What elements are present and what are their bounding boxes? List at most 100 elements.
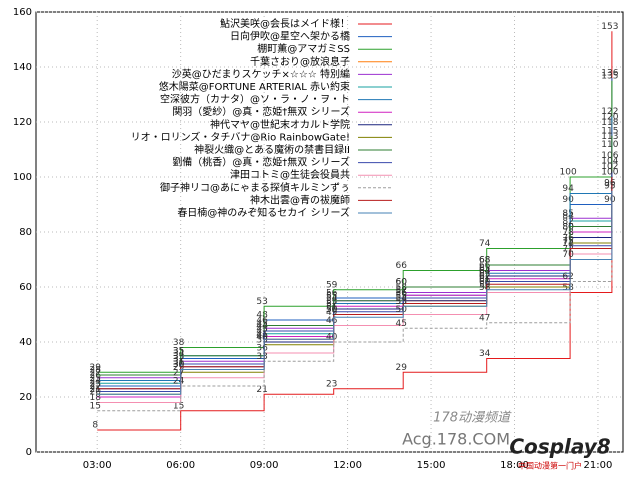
data-label: 57 [395,286,406,296]
data-label: 62 [479,272,490,282]
data-label: 45 [395,319,406,329]
data-label: 55 [395,291,406,301]
data-label: 104 [601,157,618,167]
legend-label: 神裂火織@とある魔術の禁書目録II [194,143,350,156]
data-label: 32 [173,355,184,365]
data-label: 57 [395,286,406,296]
data-label: 39 [256,335,268,345]
data-label: 50 [326,305,338,315]
data-label: 34 [173,349,185,359]
data-label: 41 [256,330,267,340]
data-label: 96 [604,179,616,189]
data-label: 58 [395,283,407,293]
series-line [97,204,613,412]
data-label: 15 [89,401,100,411]
y-tick-label: 80 [19,227,32,238]
data-label: 68 [479,256,491,266]
data-label: 45 [256,319,267,329]
data-label: 47 [479,313,490,323]
data-label: 110 [601,140,618,150]
y-tick-label: 20 [19,392,32,403]
data-label: 31 [173,357,184,367]
data-label: 94 [562,184,574,194]
data-label: 26 [89,371,101,381]
data-label: 118 [601,118,618,128]
data-label: 62 [562,272,573,282]
data-label: 59 [479,280,491,290]
data-label: 53 [326,297,337,307]
legend-label: 関羽（愛紗）@真・恋姫†無双 シリーズ [172,105,350,118]
data-label: 29 [89,363,101,373]
x-tick-label: 12:00 [333,460,362,471]
y-tick-label: 120 [13,117,32,128]
data-label: 41 [256,330,267,340]
legend-label: 春日楠@神のみぞ知るセカイ シリーズ [177,206,350,219]
data-label: 32 [173,355,184,365]
data-label: 62 [479,272,490,282]
data-label: 23 [89,379,100,389]
data-label: 58 [479,283,491,293]
legend-label: 空深彼方（カナタ）@ソ・ラ・ノ・ヲ・ト [160,93,350,106]
data-label: 70 [562,250,574,260]
data-label: 50 [326,305,338,315]
watermark: 中国动漫第一门户 [518,461,582,471]
watermark: 178动漫频道 [433,411,512,426]
data-label: 113 [601,132,618,142]
x-tick-label: 09:00 [250,460,279,471]
series-line [97,80,613,373]
y-tick-label: 100 [13,172,32,183]
data-label: 52 [326,300,337,310]
data-label: 64 [479,267,491,277]
watermark: Cosplay8 [509,435,610,459]
watermark: Acg.178.COM [402,430,510,449]
data-label: 46 [326,316,338,326]
series-line [97,31,613,431]
data-label: 29 [395,363,407,373]
data-label: 66 [479,261,491,271]
data-label: 60 [395,278,407,288]
legend-label: 津田コトミ@生徒会役員共 [230,168,350,181]
data-label: 22 [89,382,100,392]
data-label: 24 [89,377,101,387]
y-tick-label: 160 [13,7,32,18]
data-label: 50 [326,305,338,315]
data-label: 30 [173,360,185,370]
data-label: 90 [562,195,574,205]
data-label: 22 [89,382,100,392]
data-label: 60 [395,278,407,288]
legend-label: 悠木陽菜@FORTUNE ARTERIAL 赤い約束 [159,80,350,93]
data-label: 42 [256,327,267,337]
data-label: 60 [479,278,491,288]
data-label: 38 [173,338,185,348]
x-tick-label: 15:00 [417,460,446,471]
data-label: 106 [601,151,618,161]
data-label: 56 [395,289,407,299]
data-label: 34 [479,349,491,359]
data-label: 46 [256,316,268,326]
x-tick-label: 03:00 [83,460,112,471]
data-label: 33 [256,352,267,362]
data-label: 85 [562,209,573,219]
data-label: 63 [479,269,490,279]
legend-label: リオ・ロリンズ・タチバナ@Rio RainbowGate! [131,130,350,143]
data-label: 122 [601,107,618,117]
data-label: 27 [173,368,184,378]
data-label: 66 [395,261,407,271]
data-label: 78 [562,228,574,238]
data-label: 24 [173,377,185,387]
data-label: 54 [395,294,407,304]
data-label: 84 [562,212,574,222]
data-label: 56 [326,289,338,299]
data-label: 52 [326,300,337,310]
data-label: 72 [562,245,573,255]
data-label: 53 [395,297,406,307]
data-label: 31 [173,357,184,367]
data-label: 27 [89,368,100,378]
data-label: 23 [89,379,100,389]
data-label: 49 [326,308,338,318]
data-label: 21 [89,385,100,395]
data-label: 35 [173,346,184,356]
data-label: 74 [479,239,491,249]
data-label: 48 [256,311,268,321]
